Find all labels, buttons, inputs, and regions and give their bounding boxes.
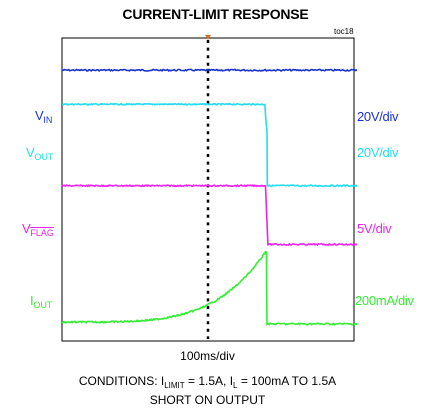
trace-vin xyxy=(61,68,355,72)
trace-vflag xyxy=(61,184,355,246)
conditions-line-2: SHORT ON OUTPUT xyxy=(149,393,266,407)
trace-vout xyxy=(61,102,355,188)
vflag-scale-label: 5V/div xyxy=(357,221,392,236)
trace-iout xyxy=(61,250,355,326)
plot-frame xyxy=(61,35,355,342)
conditions-note: CONDITIONS: ILIMIT = 1.5A, IL = 100mA TO… xyxy=(0,374,415,407)
chart-title: CURRENT-LIMIT RESPONSE xyxy=(122,6,309,22)
trigger-marker xyxy=(205,35,211,40)
vout-scale-label: 20V/div xyxy=(357,145,399,160)
iout-label-left: IOUT xyxy=(30,293,53,310)
vout-label-left: VOUT xyxy=(26,145,54,162)
trace-layer xyxy=(61,68,357,326)
vflag-label-left: VFLAG xyxy=(22,221,54,238)
conditions-line-1: CONDITIONS: ILIMIT = 1.5A, IL = 100mA TO… xyxy=(78,374,337,390)
plot-border xyxy=(61,37,355,342)
x-axis-scale-label: 100ms/div xyxy=(180,349,235,363)
iout-scale-label: 200mA/div xyxy=(355,293,414,308)
figure-id: toc18 xyxy=(334,27,354,36)
vin-scale-label: 20V/div xyxy=(357,109,399,124)
vin-label-left: VIN xyxy=(35,108,53,125)
